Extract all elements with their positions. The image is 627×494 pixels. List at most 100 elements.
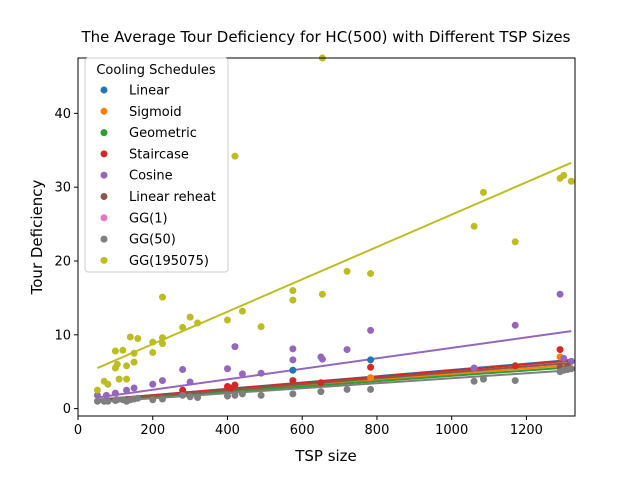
fit-lines	[97, 161, 572, 403]
point-cosine	[102, 391, 110, 399]
point-cosine	[179, 365, 187, 373]
y-tick-label: 10	[54, 328, 71, 343]
x-tick-label: 600	[290, 423, 315, 438]
point-cosine	[289, 356, 297, 364]
point-cosine	[238, 370, 246, 378]
legend-title: Cooling Schedules	[96, 63, 216, 78]
legend-label-linear-reheat: Linear reheat	[129, 190, 216, 205]
point-gg-50	[367, 385, 375, 393]
y-tick-label: 0	[63, 402, 71, 417]
point-gg-50	[134, 394, 142, 402]
point-gg-50	[104, 397, 112, 405]
plot-frame	[77, 57, 576, 417]
point-cosine	[367, 326, 375, 334]
point-gg-195075	[343, 267, 351, 275]
legend-label-gg-195075: GG(195075)	[129, 254, 209, 269]
point-gg-50	[238, 390, 246, 398]
point-cosine	[289, 345, 297, 353]
point-gg-50	[567, 365, 575, 373]
point-gg-50	[113, 396, 121, 404]
point-cosine	[318, 355, 326, 363]
point-gg-50	[223, 392, 231, 400]
legend-label-linear: Linear	[129, 84, 170, 99]
point-gg-195075	[194, 319, 202, 327]
point-gg-195075	[567, 177, 575, 185]
x-tick-label: 400	[215, 423, 240, 438]
point-gg-195075	[367, 270, 375, 278]
legend-marker-linear-reheat	[100, 193, 108, 200]
x-tick-label: 200	[140, 423, 165, 438]
y-tick-label: 20	[54, 254, 71, 269]
point-gg-50	[149, 396, 157, 404]
fit-line-gg-50	[97, 369, 572, 403]
legend-box	[84, 57, 229, 273]
point-gg-195075	[115, 375, 123, 383]
point-gg-195075	[134, 334, 142, 342]
point-gg-195075	[113, 360, 121, 368]
point-gg-195075	[179, 323, 187, 331]
x-tick-label: 1000	[435, 423, 468, 438]
point-cosine	[149, 380, 157, 388]
point-gg-195075	[149, 349, 157, 357]
point-gg-195075	[93, 386, 101, 394]
point-gg-195075	[511, 238, 519, 246]
point-gg-50	[93, 397, 101, 405]
point-gg-195075	[123, 362, 131, 370]
point-cosine	[470, 364, 478, 372]
point-staircase	[179, 386, 187, 394]
point-gg-195075	[318, 290, 326, 298]
point-gg-195075	[479, 188, 487, 196]
point-gg-50	[231, 391, 239, 399]
point-gg-195075	[126, 333, 134, 341]
x-tick-label: 800	[365, 423, 390, 438]
point-sigmoid	[367, 374, 375, 382]
point-gg-195075	[289, 296, 297, 304]
legend-marker-geometric	[100, 129, 108, 137]
legend-label-sigmoid: Sigmoid	[129, 105, 182, 120]
point-linear	[367, 356, 375, 364]
x-tick-label: 1200	[510, 423, 543, 438]
point-gg-195075	[130, 349, 138, 357]
y-axis: 0 10 20 30 40	[54, 107, 78, 417]
legend-label-gg-1: GG(1)	[129, 211, 168, 226]
legend-marker-sigmoid	[100, 107, 108, 115]
legend-label-gg-50: GG(50)	[129, 233, 176, 248]
point-gg-195075	[186, 313, 194, 321]
point-cosine	[257, 369, 265, 377]
point-linear	[289, 366, 297, 374]
point-gg-195075	[289, 287, 297, 295]
point-cosine	[111, 389, 119, 397]
point-cosine	[123, 386, 131, 394]
legend-marker-gg-50	[100, 235, 108, 243]
point-gg-195075	[560, 171, 568, 179]
point-gg-195075	[223, 316, 231, 324]
point-cosine	[511, 321, 519, 329]
point-staircase	[367, 363, 375, 371]
legend-marker-cosine	[100, 171, 108, 179]
point-gg-50	[257, 391, 265, 399]
legend-entries: Linear Sigmoid Geometric Staircase Cosine Lin…	[100, 84, 216, 269]
point-cosine	[158, 377, 166, 385]
point-gg-50	[289, 390, 297, 398]
point-gg-195075	[158, 334, 166, 342]
point-cosine	[93, 391, 101, 399]
point-gg-195075	[470, 222, 478, 230]
data-points	[93, 54, 575, 405]
point-staircase	[231, 381, 239, 389]
point-cosine	[556, 290, 564, 298]
point-gg-50	[158, 395, 166, 403]
point-gg-50	[479, 375, 487, 383]
point-gg-195075	[130, 358, 138, 366]
fit-line-gg-195075	[97, 161, 572, 369]
fit-line-cosine	[97, 330, 572, 399]
legend-marker-linear	[100, 86, 108, 94]
point-gg-50	[179, 391, 187, 399]
fit-line-geometric	[97, 366, 572, 403]
plot-area	[77, 54, 576, 417]
legend-marker-gg-1	[100, 214, 108, 222]
point-gg-195075	[119, 346, 127, 354]
point-cosine	[130, 384, 138, 392]
point-cosine	[560, 354, 568, 362]
point-gg-195075	[149, 338, 157, 346]
